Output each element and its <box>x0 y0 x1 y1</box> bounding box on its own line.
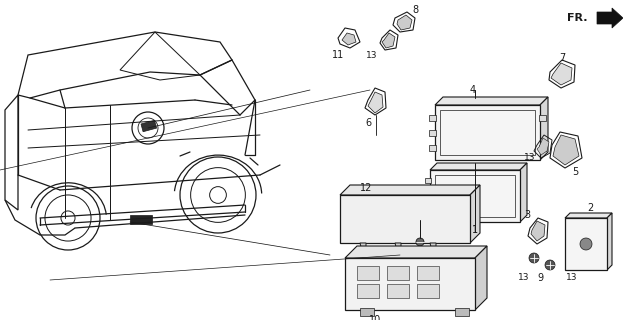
Text: 5: 5 <box>572 167 578 177</box>
Polygon shape <box>607 213 612 270</box>
Polygon shape <box>565 213 612 218</box>
Text: 6: 6 <box>365 118 371 128</box>
Bar <box>440 110 535 155</box>
Bar <box>425 192 431 197</box>
Polygon shape <box>520 163 527 222</box>
Polygon shape <box>340 185 480 195</box>
Bar <box>130 215 152 224</box>
Text: 3: 3 <box>524 210 530 220</box>
Bar <box>387 284 409 298</box>
Bar <box>539 115 546 121</box>
Polygon shape <box>551 63 572 85</box>
Bar <box>455 308 469 316</box>
Polygon shape <box>553 135 579 165</box>
Bar <box>429 130 436 136</box>
Text: 1: 1 <box>472 225 478 235</box>
Circle shape <box>545 260 555 270</box>
Polygon shape <box>430 163 527 170</box>
Text: 4: 4 <box>470 85 476 95</box>
Polygon shape <box>360 243 372 255</box>
Polygon shape <box>397 15 412 30</box>
Bar <box>425 178 431 183</box>
Bar <box>430 170 520 222</box>
Bar <box>141 120 156 132</box>
Polygon shape <box>470 185 480 243</box>
Bar <box>417 266 439 280</box>
Text: 13: 13 <box>524 154 536 163</box>
Text: 11: 11 <box>332 50 344 60</box>
Polygon shape <box>475 246 487 310</box>
Bar <box>435 175 515 217</box>
Bar <box>357 284 379 298</box>
Text: 13: 13 <box>566 274 578 283</box>
Polygon shape <box>540 97 548 160</box>
Circle shape <box>529 253 539 263</box>
Bar <box>357 266 379 280</box>
Bar <box>429 145 436 151</box>
Circle shape <box>416 238 424 246</box>
Bar <box>425 206 431 211</box>
Text: 12: 12 <box>360 183 373 193</box>
Bar <box>345 258 475 310</box>
Text: 7: 7 <box>559 53 565 63</box>
Text: FR.: FR. <box>567 13 587 23</box>
Bar <box>417 284 439 298</box>
Polygon shape <box>382 33 395 48</box>
Text: 13: 13 <box>518 274 530 283</box>
Bar <box>435 105 540 160</box>
Polygon shape <box>345 246 487 258</box>
Bar <box>360 308 374 316</box>
Polygon shape <box>531 221 545 241</box>
Polygon shape <box>597 8 623 28</box>
Bar <box>565 218 607 270</box>
Polygon shape <box>395 243 407 255</box>
Text: 2: 2 <box>587 203 593 213</box>
Polygon shape <box>368 92 383 113</box>
Text: 9: 9 <box>537 273 543 283</box>
Polygon shape <box>435 97 548 105</box>
Circle shape <box>580 238 592 250</box>
Bar <box>539 145 546 151</box>
Polygon shape <box>537 138 549 155</box>
Text: 8: 8 <box>412 5 418 15</box>
Polygon shape <box>342 33 356 45</box>
Bar <box>340 195 470 243</box>
Bar <box>387 266 409 280</box>
Text: 10: 10 <box>369 315 381 320</box>
Text: 13: 13 <box>366 51 378 60</box>
Polygon shape <box>430 243 442 255</box>
Bar <box>429 115 436 121</box>
